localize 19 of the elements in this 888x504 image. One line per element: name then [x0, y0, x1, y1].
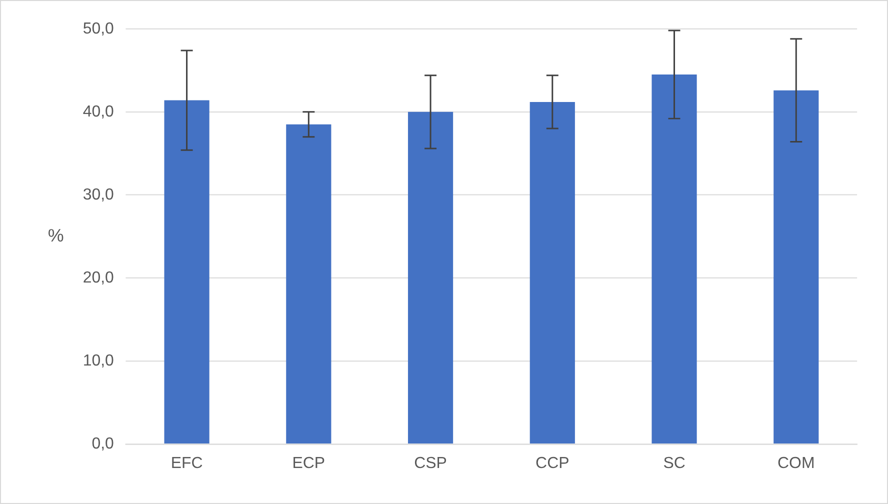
x-tick-label: SC [663, 454, 686, 472]
x-tick-label: CCP [536, 454, 570, 472]
y-tick-label: 20,0 [82, 269, 114, 286]
bar [652, 74, 697, 444]
y-tick-label: 50,0 [82, 20, 114, 38]
y-axis-title: % [48, 225, 64, 246]
y-tick-label: 30,0 [82, 186, 114, 204]
y-tick-label: 0,0 [92, 435, 114, 452]
bar [530, 102, 575, 444]
bar [286, 124, 332, 444]
x-tick-label: CSP [414, 454, 447, 472]
x-tick-label: COM [778, 454, 815, 472]
y-tick-label: 40,0 [82, 103, 114, 120]
x-tick-label: ECP [292, 454, 326, 472]
bar [408, 112, 454, 444]
bar [774, 90, 819, 444]
x-tick-label: EFC [170, 454, 203, 472]
y-tick-label: 10,0 [82, 352, 114, 370]
bar [164, 100, 210, 444]
